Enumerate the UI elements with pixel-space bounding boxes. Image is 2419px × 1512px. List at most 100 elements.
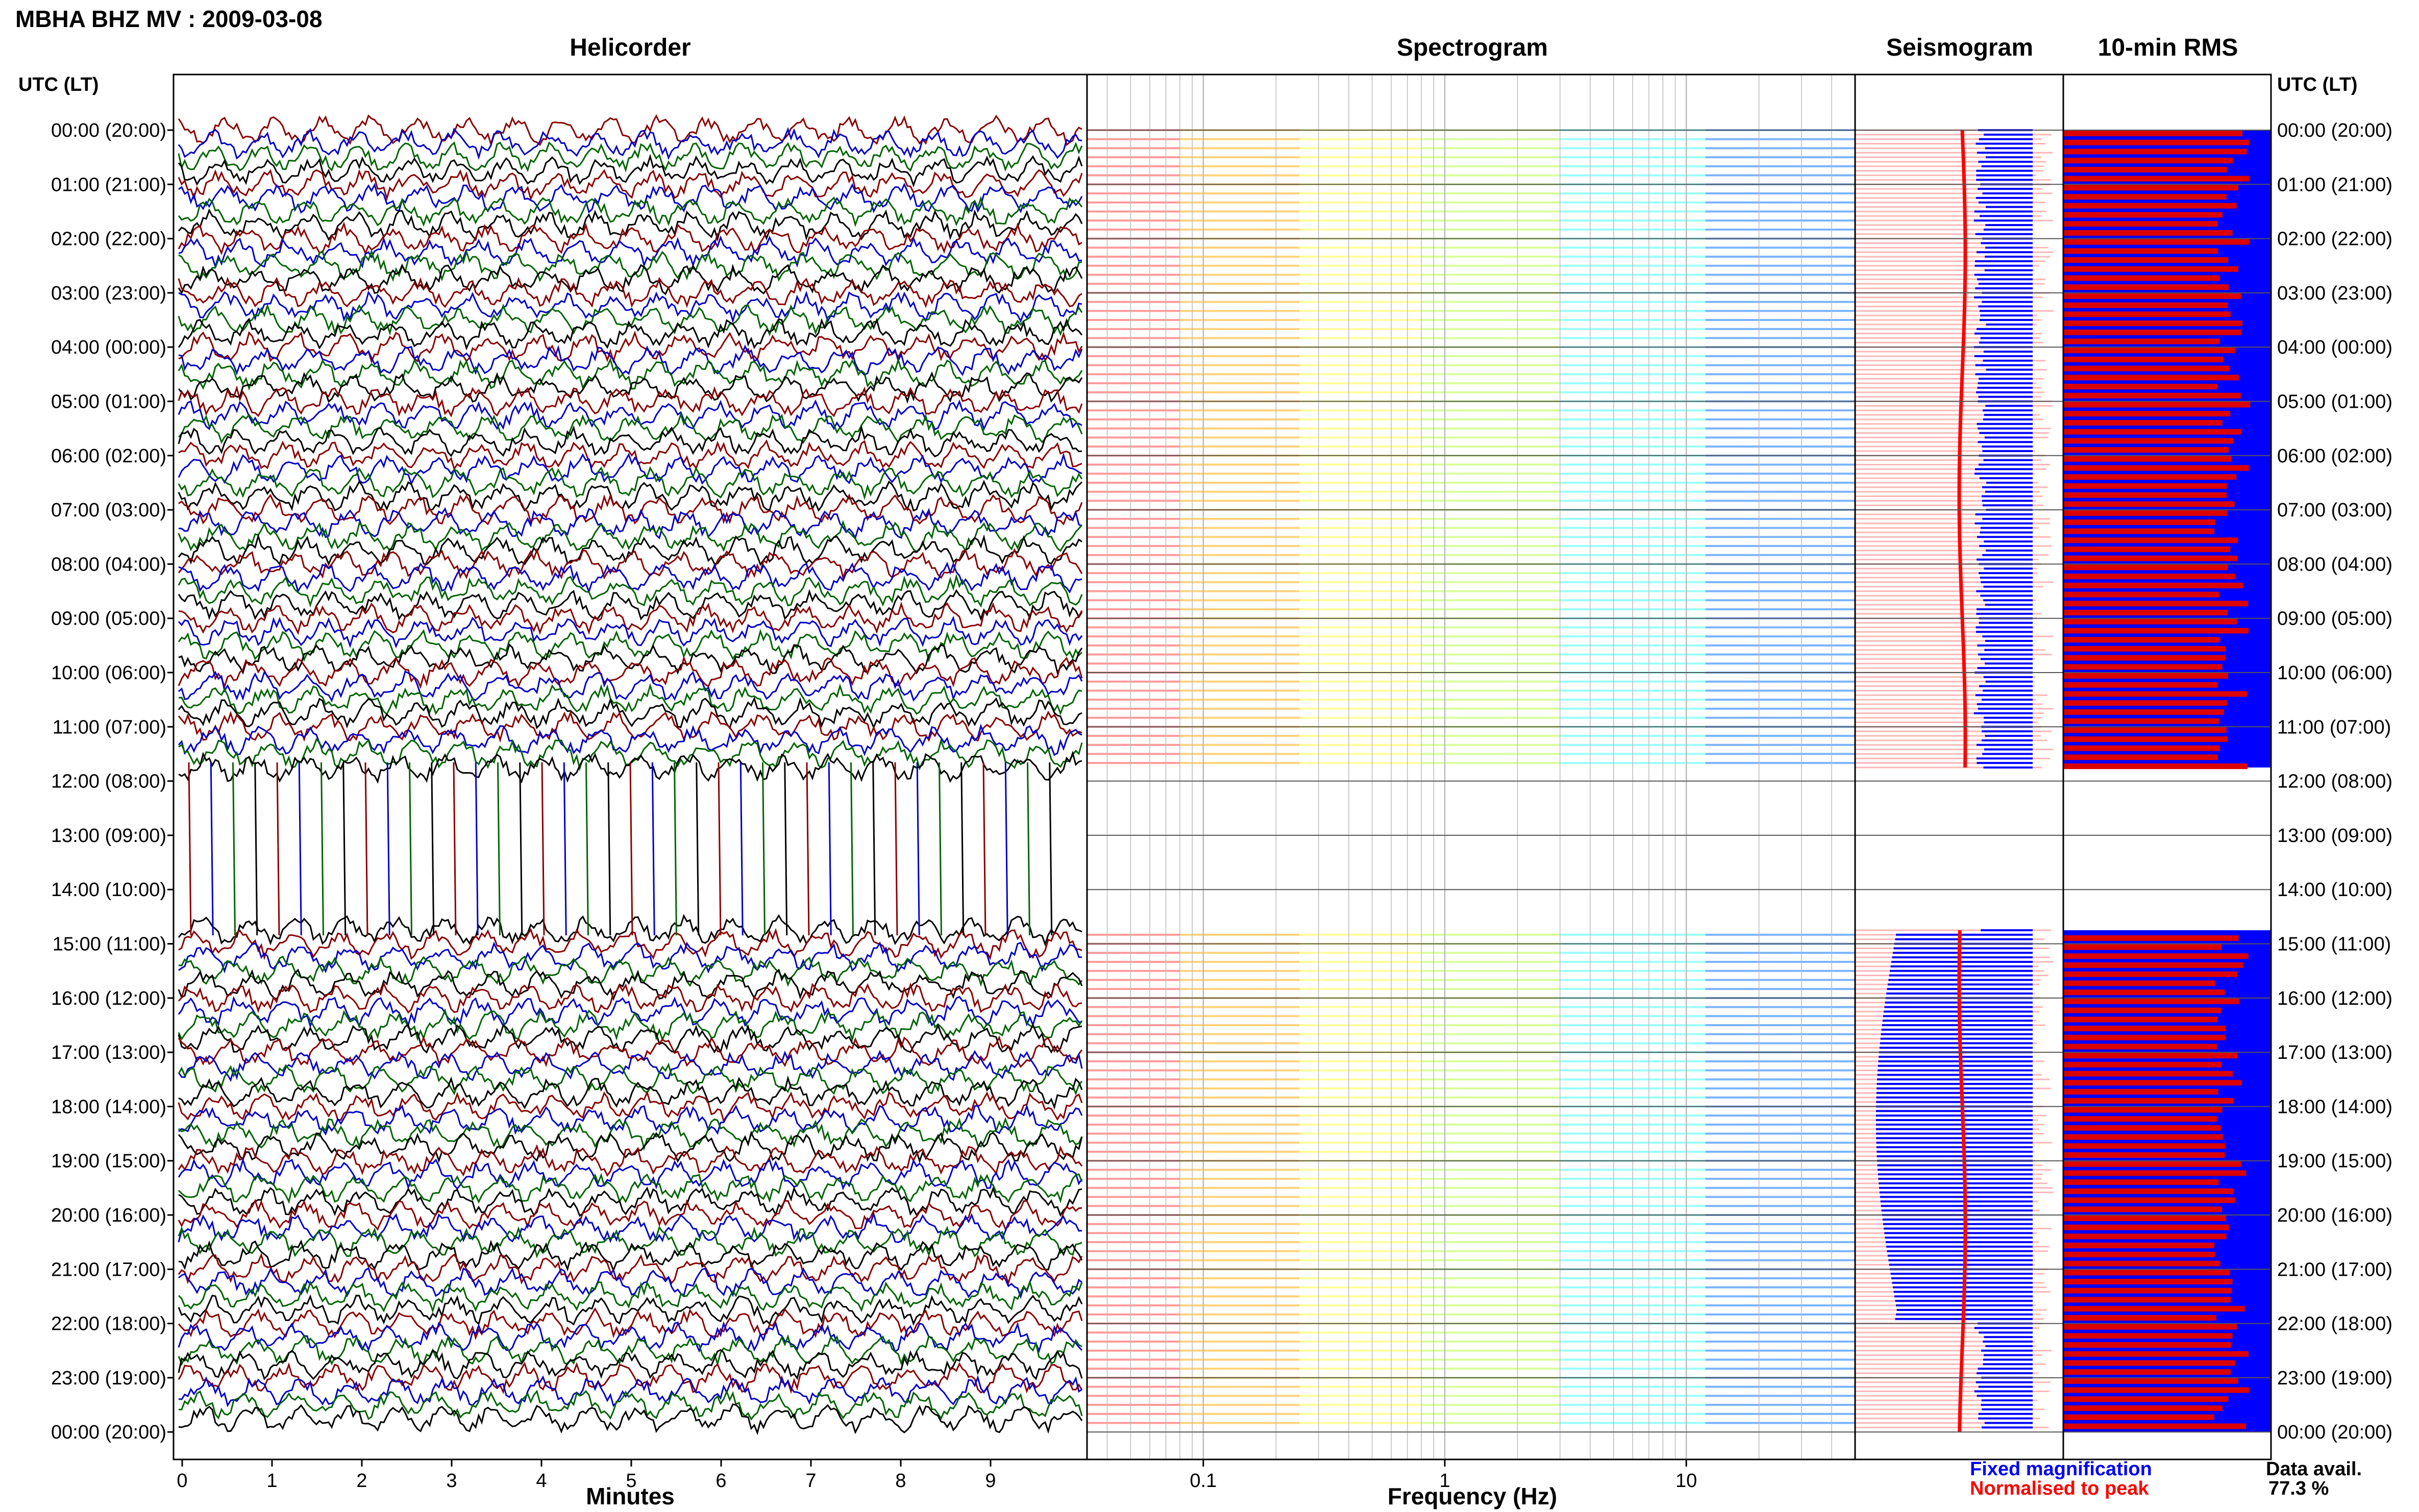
seismogram-fixed-bar [1877, 1164, 2033, 1167]
minute-tick-label: 2 [356, 1470, 367, 1492]
helicorder-spike [210, 762, 214, 935]
seismogram-normalised-bar [1855, 586, 2043, 588]
spectrogram-cell [1705, 1169, 1855, 1171]
seismogram-normalised-bar [1855, 739, 2047, 741]
spectrogram-cell [1705, 310, 1855, 312]
spectrogram-cell [1087, 490, 1180, 493]
seismogram-normalised-bar [1855, 703, 2043, 705]
spectrogram-cell [1421, 1132, 1560, 1135]
spectrogram-cell [1705, 1349, 1855, 1352]
spectrogram-cell [1087, 283, 1180, 285]
spectrogram-cell [1087, 707, 1180, 710]
rms-bar [2063, 1315, 2216, 1321]
spectrogram-cell [1705, 608, 1855, 610]
time-label-left: 07:00 (03:00) [51, 500, 166, 521]
spectrogram-cell [1299, 382, 1422, 385]
spectrogram-cell [1299, 1385, 1422, 1388]
spectrogram-cell [1087, 680, 1180, 683]
seismogram-normalised-bar [1855, 1426, 2049, 1428]
spectrogram-cell [1299, 1404, 1422, 1406]
seismogram-fixed-bar [1979, 378, 2033, 380]
rms-bar [2063, 953, 2249, 959]
spectrogram-cell [1705, 933, 1855, 936]
spectrogram-cell [1705, 952, 1855, 954]
spectrogram-cell [1087, 635, 1180, 638]
rms-bar [2063, 266, 2238, 272]
spectrogram-cell [1421, 310, 1560, 312]
spectrogram-cell [1421, 1033, 1560, 1035]
spectrogram-cell [1705, 762, 1855, 764]
helicorder-spike [939, 762, 942, 935]
spectrogram-cell [1299, 1006, 1422, 1008]
rms-bar [2063, 998, 2239, 1004]
spectrogram-cell [1179, 436, 1300, 439]
spectrogram-cell [1421, 680, 1560, 683]
spectrogram-cell [1421, 653, 1560, 656]
seismogram-fixed-bar [1878, 1069, 2033, 1072]
spectrogram-cell [1421, 743, 1560, 746]
spectrogram-cell [1421, 1150, 1560, 1153]
spectrogram-cell [1705, 1304, 1855, 1307]
seismogram-normalised-bar [1855, 387, 2041, 389]
spectrogram-cell [1087, 463, 1180, 466]
time-label-right: 13:00 (09:00) [2277, 825, 2392, 847]
seismogram-fixed-bar [1976, 631, 2033, 633]
seismogram-fixed-bar [1979, 572, 2033, 575]
helicorder-spike [188, 762, 192, 935]
spectrogram-cell [1299, 473, 1422, 475]
seismogram-fixed-bar [1983, 766, 2033, 769]
spectrogram-cell [1179, 283, 1300, 285]
helicorder-trace [178, 1294, 1083, 1326]
helicorder-trace [178, 412, 1083, 444]
spectrogram-cell [1299, 1114, 1422, 1117]
spectrogram-cell [1179, 373, 1300, 376]
rms-bar [2063, 1152, 2225, 1158]
rms-bar [2063, 510, 2227, 516]
seismogram-fixed-bar [1977, 328, 2033, 330]
rms-bar [2063, 402, 2251, 408]
spectrogram-cell [1087, 1205, 1180, 1207]
spectrogram-cell [1087, 1096, 1180, 1099]
spectrogram-cell [1179, 979, 1300, 981]
spectrogram-cell [1087, 1060, 1180, 1062]
seismogram-fixed-bar [1976, 612, 2033, 615]
helicorder-spike [806, 762, 810, 935]
helicorder-trace [178, 1334, 1082, 1367]
spectrogram-cell [1087, 979, 1180, 981]
seismogram-normalised-bar [1855, 1390, 2050, 1392]
helicorder-trace [178, 670, 1083, 703]
spectrogram-cell [1299, 445, 1422, 448]
spectrogram-cell [1179, 337, 1300, 339]
seismogram-fixed-bar [1895, 938, 2033, 940]
spectrogram-cell [1705, 364, 1855, 366]
time-label-right: 00:00 (20:00) [2277, 120, 2392, 141]
seismogram-fixed-bar [1887, 1254, 2033, 1257]
seismogram-fixed-bar [1980, 594, 2033, 597]
seismogram-normalised-bar [1855, 712, 2044, 714]
helicorder-trace [178, 1104, 1083, 1136]
rms-bar [2063, 158, 2233, 164]
seismogram-normalised-bar [1855, 138, 2041, 140]
rms-bar [2063, 1197, 2236, 1203]
rms-bar [2063, 1297, 2231, 1303]
seismogram-normalised-bar [1855, 766, 2042, 769]
rms-bar [2063, 1098, 2234, 1104]
helicorder-trace [178, 317, 1083, 351]
helicorder-trace [178, 913, 1082, 947]
rms-bar [2063, 1270, 2230, 1276]
minute-tick-label: 3 [446, 1470, 457, 1492]
rms-bar [2063, 555, 2238, 561]
spectrogram-cell [1421, 979, 1560, 981]
helicorder-trace [178, 277, 1082, 308]
data-avail-label: Data avail. [2266, 1458, 2362, 1480]
spectrogram-cell [1087, 599, 1180, 602]
seismogram-normalised-bar [1855, 305, 2030, 307]
seismogram-fixed-bar [1976, 608, 2033, 610]
seismogram-normalised-bar [1855, 287, 2034, 289]
rms-bar [2063, 1333, 2233, 1339]
rms-bar [2063, 1369, 2231, 1375]
rms-bar [2063, 203, 2237, 209]
seismogram-fixed-bar [1985, 224, 2033, 227]
spectrogram-cell [1179, 382, 1300, 385]
